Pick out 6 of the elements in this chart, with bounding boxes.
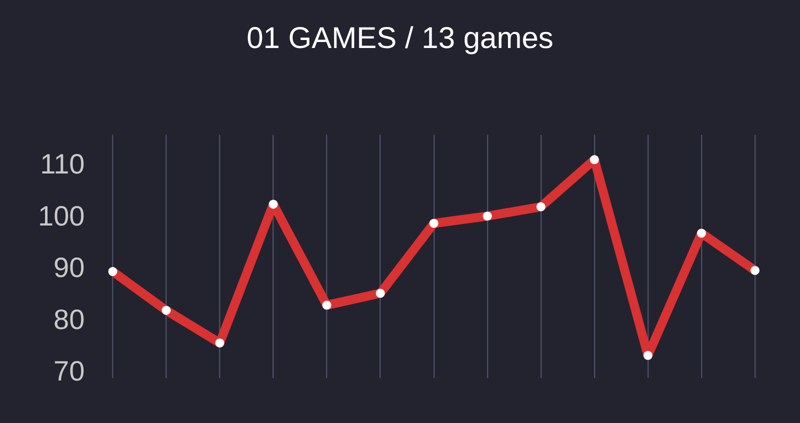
chart-title: 01 GAMES / 13 games: [246, 22, 554, 56]
y-tick-label: 70: [54, 356, 85, 387]
y-tick-label: 80: [54, 304, 85, 335]
y-tick-label: 100: [38, 200, 85, 232]
y-tick-label: 110: [40, 148, 85, 180]
y-tick-label: 90: [54, 252, 85, 284]
